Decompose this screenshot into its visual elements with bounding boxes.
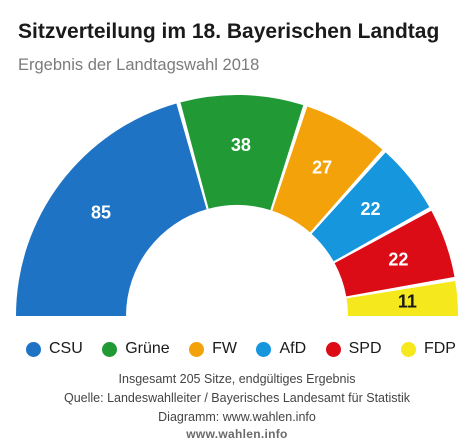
legend-label-csu: CSU — [49, 340, 83, 357]
legend-swatch-spd — [325, 341, 341, 357]
segment-label-fw: 27 — [312, 158, 332, 178]
legend-label-afd: AfD — [279, 340, 307, 357]
segment-fdp — [346, 281, 458, 316]
source-url: www.wahlen.info — [186, 427, 288, 441]
legend-item-gruene: Grüne — [102, 340, 170, 358]
segment-gruene — [180, 95, 304, 211]
segment-label-afd: 22 — [361, 199, 381, 219]
footnote-diagram-credit: Diagramm: www.wahlen.info — [158, 410, 316, 424]
segment-fw — [272, 106, 383, 233]
legend-label-gruene: Grüne — [125, 340, 170, 357]
legend-label-spd: SPD — [348, 340, 382, 357]
legend-swatch-gruene — [102, 341, 118, 357]
chart-subtitle: Ergebnis der Landtagswahl 2018 — [18, 56, 260, 74]
segment-label-gruene: 38 — [231, 135, 251, 155]
legend-item-csu: CSU — [26, 340, 83, 358]
legend-item-fw: FW — [189, 340, 237, 358]
segment-label-spd: 22 — [388, 249, 408, 269]
segment-spd — [334, 210, 455, 297]
footnotes: Insgesamt 205 Sitze, endgültiges Ergebni… — [0, 370, 474, 427]
segment-afd — [311, 152, 430, 262]
footnote-total-seats: Insgesamt 205 Sitze, endgültiges Ergebni… — [118, 372, 356, 386]
segment-label-fdp: 11 — [398, 292, 417, 312]
legend-item-fdp: FDP — [400, 340, 456, 358]
legend-label-fw: FW — [212, 340, 238, 357]
segment-label-csu: 85 — [91, 202, 111, 222]
legend-swatch-afd — [256, 341, 272, 357]
legend-item-afd: AfD — [256, 340, 306, 358]
legend: CSU Grüne FW AfD SPD FDP — [26, 340, 456, 358]
legend-item-spd: SPD — [325, 340, 382, 358]
segment-csu — [16, 103, 207, 317]
legend-label-fdp: FDP — [423, 340, 456, 357]
legend-swatch-fw — [189, 341, 205, 357]
chart-title: Sitzverteilung im 18. Bayerischen Landta… — [18, 20, 440, 43]
footnote-source: Quelle: Landeswahlleiter / Bayerisches L… — [63, 391, 410, 405]
legend-swatch-csu — [26, 341, 41, 357]
legend-swatch-fdp — [400, 341, 416, 357]
